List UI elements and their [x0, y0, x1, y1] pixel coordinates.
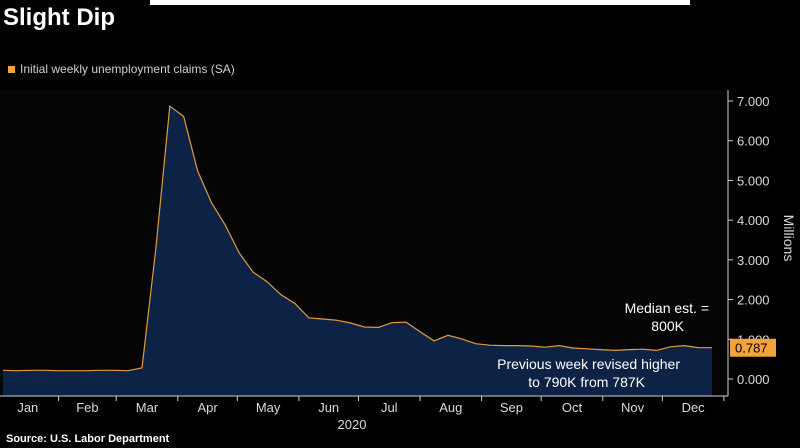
last-value-label: 0.787 [735, 341, 768, 356]
chart-title: Slight Dip [3, 4, 115, 31]
chart-legend: Initial weekly unemployment claims (SA) [8, 62, 235, 76]
x-tick-label: Feb [76, 400, 98, 415]
title-band [0, 0, 800, 40]
x-tick-label: Jun [318, 400, 339, 415]
x-tick-label: Jul [381, 400, 398, 415]
x-tick-label: Nov [621, 400, 645, 415]
x-tick-label: May [256, 400, 281, 415]
y-tick-label: 2.000 [737, 293, 770, 308]
legend-label: Initial weekly unemployment claims (SA) [20, 62, 235, 76]
median-annotation-line1: Median est. = [625, 300, 709, 316]
claims-area [3, 106, 712, 396]
y-tick-label: 6.000 [737, 134, 770, 149]
last-value-tag [730, 338, 776, 357]
y-tick-label: 1.000 [737, 332, 770, 347]
revision-annotation-line2: to 790K from 787K [528, 374, 645, 390]
revision-annotation-line1: Previous week revised higher [497, 356, 680, 372]
x-axis-title: 2020 [338, 417, 367, 432]
claims-line [2, 105, 713, 372]
legend-swatch [8, 65, 15, 73]
y-tick-label: 4.000 [737, 213, 770, 228]
y-axis-title: Millions [781, 215, 797, 262]
title-accent-line [150, 0, 690, 5]
x-tick-label: Apr [197, 400, 218, 415]
y-tick-label: 7.000 [737, 94, 770, 109]
x-tick-label: Aug [439, 400, 462, 415]
x-tick-label: Dec [682, 400, 706, 415]
source-note: Source: U.S. Labor Department [6, 433, 170, 445]
y-tick-label: 5.000 [737, 173, 770, 188]
x-tick-label: Mar [136, 400, 159, 415]
y-tick-label: 3.000 [737, 253, 770, 268]
plot-background [0, 90, 728, 396]
x-tick-label: Oct [562, 400, 583, 415]
x-tick-label: Jan [17, 400, 38, 415]
y-tick-label: 0.000 [737, 372, 770, 387]
x-tick-label: Sep [500, 400, 523, 415]
median-annotation-line2: 800K [651, 318, 684, 334]
